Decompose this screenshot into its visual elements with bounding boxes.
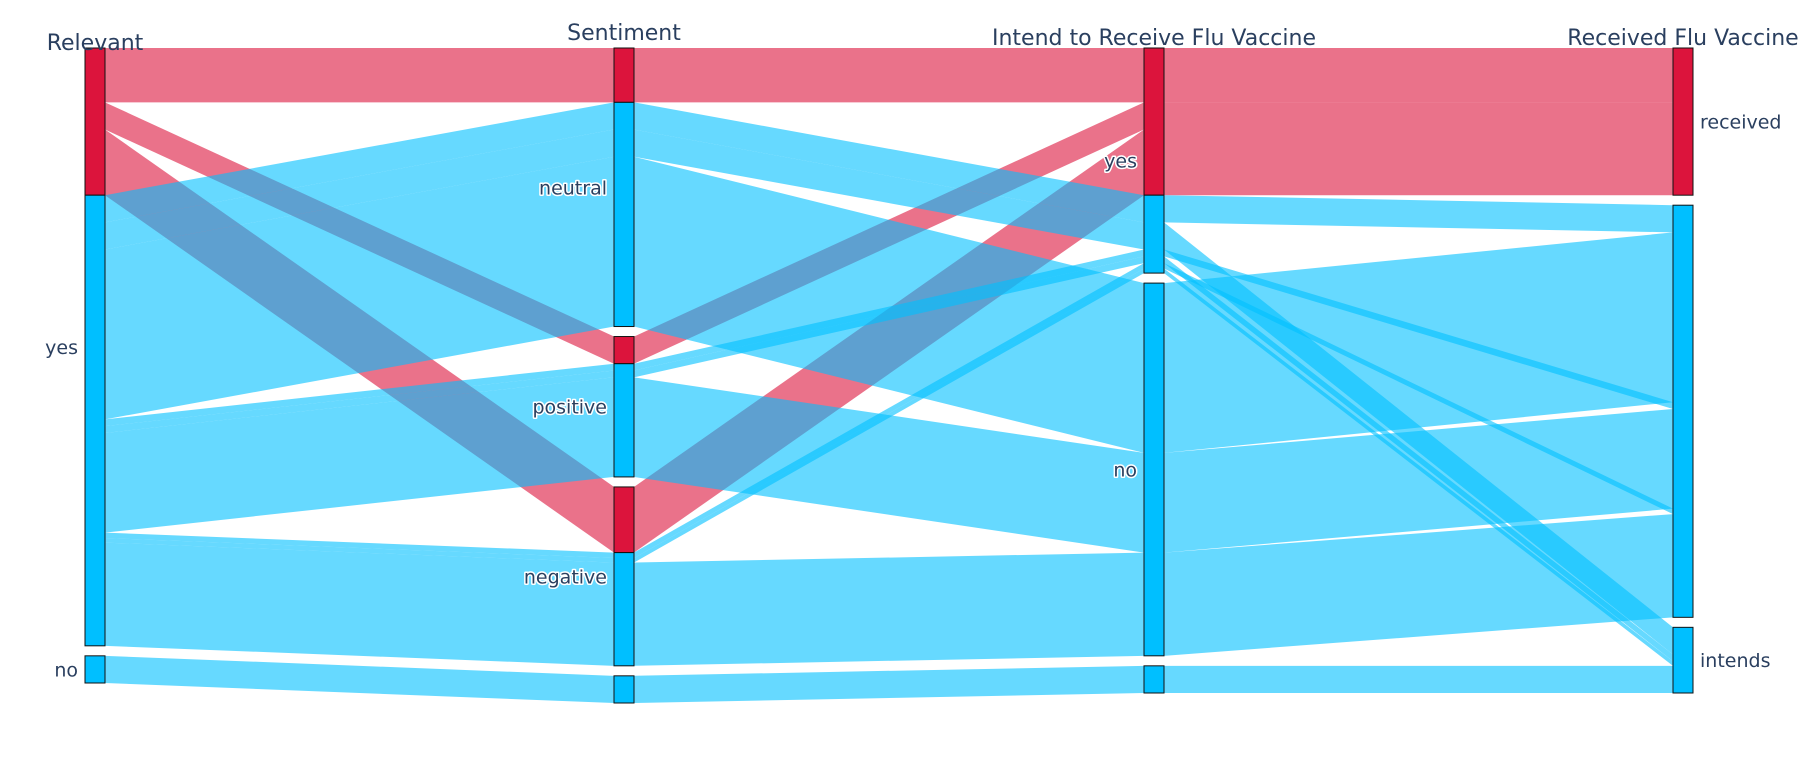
category-bar-intend-to-receive-flu-vaccine-yes-red[interactable] <box>1143 47 1165 196</box>
category-bar-relevant-yes-blue[interactable] <box>84 194 106 647</box>
ribbon-yes-to-blank-blue[interactable] <box>1164 195 1673 233</box>
ribbon-yes-to-blank-blue[interactable] <box>1164 263 1673 515</box>
dimension-title-sentiment: Sentiment <box>567 21 681 46</box>
category-bar-sentiment-blank-blue[interactable] <box>613 675 635 704</box>
ribbon-no-to-blank-blue[interactable] <box>1164 232 1673 453</box>
ribbon-yes-to-neutral-red[interactable] <box>105 48 614 103</box>
ribbon-yes-to-negative-blue[interactable] <box>105 542 614 666</box>
category-bar-sentiment-negative-red[interactable] <box>613 486 635 554</box>
category-bar-received-flu-vaccine-blank-blue[interactable] <box>1672 204 1694 618</box>
ribbon-neutral-to-yes-blue[interactable] <box>634 102 1144 223</box>
category-bar-sentiment-neutral-blue[interactable] <box>613 101 635 328</box>
category-bar-sentiment-neutral-red[interactable] <box>613 47 635 103</box>
ribbon-positive-to-yes-blue[interactable] <box>634 256 1144 378</box>
labels-layer: Relevant yes no Sentiment neutral positive neg… <box>44 21 1799 683</box>
ribbon-no-to-blank-blue[interactable] <box>1164 408 1673 553</box>
ribbon-yes-to-neutral-blue[interactable] <box>105 102 614 223</box>
category-bar-intend-to-receive-flu-vaccine-blank-blue[interactable] <box>1143 665 1165 694</box>
ribbon-neutral-to-yes-blue[interactable] <box>634 129 1144 250</box>
ribbon-negative-to-no-blue[interactable] <box>634 552 1144 666</box>
ribbon-positive-to-no-blue[interactable] <box>634 377 1144 553</box>
dimension-title-intend-to-receive-flu-vaccine: Intend to Receive Flu Vaccine <box>992 26 1316 51</box>
ribbon-neutral-to-no-blue[interactable] <box>634 156 1144 453</box>
category-bar-relevant-no-blue[interactable] <box>84 655 106 684</box>
ribbons-layer <box>105 48 1673 703</box>
category-bar-received-flu-vaccine-intends-blue[interactable] <box>1672 626 1694 694</box>
ribbon-yes-to-negative-blue[interactable] <box>105 538 614 563</box>
category-label-intend-to-receive-flu-vaccine-yes: yes <box>1104 151 1137 173</box>
category-label-intend-to-receive-flu-vaccine-no: no <box>1113 459 1137 481</box>
category-label-sentiment-neutral: neutral <box>539 177 607 199</box>
ribbon-negative-to-yes-blue[interactable] <box>634 268 1144 563</box>
category-bar-received-flu-vaccine-received-red[interactable] <box>1672 47 1694 196</box>
category-bar-intend-to-receive-flu-vaccine-no-blue[interactable] <box>1143 282 1165 657</box>
ribbon-yes-to-blank-blue[interactable] <box>1164 249 1673 409</box>
category-bar-sentiment-positive-blue[interactable] <box>613 363 635 478</box>
category-label-relevant-yes: yes <box>45 337 78 359</box>
ribbon-blank-to-blank-blue[interactable] <box>634 665 1144 703</box>
ribbon-yes-to-neutral-blue[interactable] <box>105 156 614 420</box>
ribbon-negative-to-yes-blue[interactable] <box>634 263 1144 559</box>
ribbon-positive-to-yes-blue[interactable] <box>634 249 1144 371</box>
category-label-received-flu-vaccine-received: received <box>1700 112 1782 134</box>
category-bar-sentiment-positive-red[interactable] <box>613 336 635 365</box>
ribbon-yes-to-neutral-blue[interactable] <box>105 129 614 250</box>
category-bar-sentiment-negative-blue[interactable] <box>613 552 635 667</box>
category-label-relevant-no: no <box>54 659 78 681</box>
ribbon-yes-to-positive-blue[interactable] <box>105 370 614 433</box>
dimension-title-relevant: Relevant <box>47 31 144 56</box>
ribbon-yes-to-received-red[interactable] <box>1164 102 1673 130</box>
ribbon-yes-to-positive-blue[interactable] <box>105 377 614 533</box>
ribbon-yes-to-received-red[interactable] <box>1164 48 1673 103</box>
ribbon-blank-to-intends-blue[interactable] <box>1164 665 1673 693</box>
category-label-sentiment-positive: positive <box>532 397 607 419</box>
ribbon-yes-to-negative-blue[interactable] <box>105 532 614 559</box>
category-bars-layer <box>84 47 1694 704</box>
category-bar-relevant-yes-red[interactable] <box>84 47 106 196</box>
ribbon-no-to-blank-blue[interactable] <box>1164 514 1673 656</box>
ribbon-yes-to-positive-blue[interactable] <box>105 363 614 427</box>
ribbon-no-to-blank-blue[interactable] <box>105 655 614 703</box>
dimension-title-received-flu-vaccine: Received Flu Vaccine <box>1567 26 1798 51</box>
category-label-sentiment-negative: negative <box>524 566 607 588</box>
ribbon-yes-to-received-red[interactable] <box>1164 129 1673 196</box>
category-label-received-flu-vaccine-intends: intends <box>1700 650 1770 672</box>
ribbon-neutral-to-yes-red[interactable] <box>634 48 1144 103</box>
category-bar-intend-to-receive-flu-vaccine-yes-blue[interactable] <box>1143 194 1165 274</box>
